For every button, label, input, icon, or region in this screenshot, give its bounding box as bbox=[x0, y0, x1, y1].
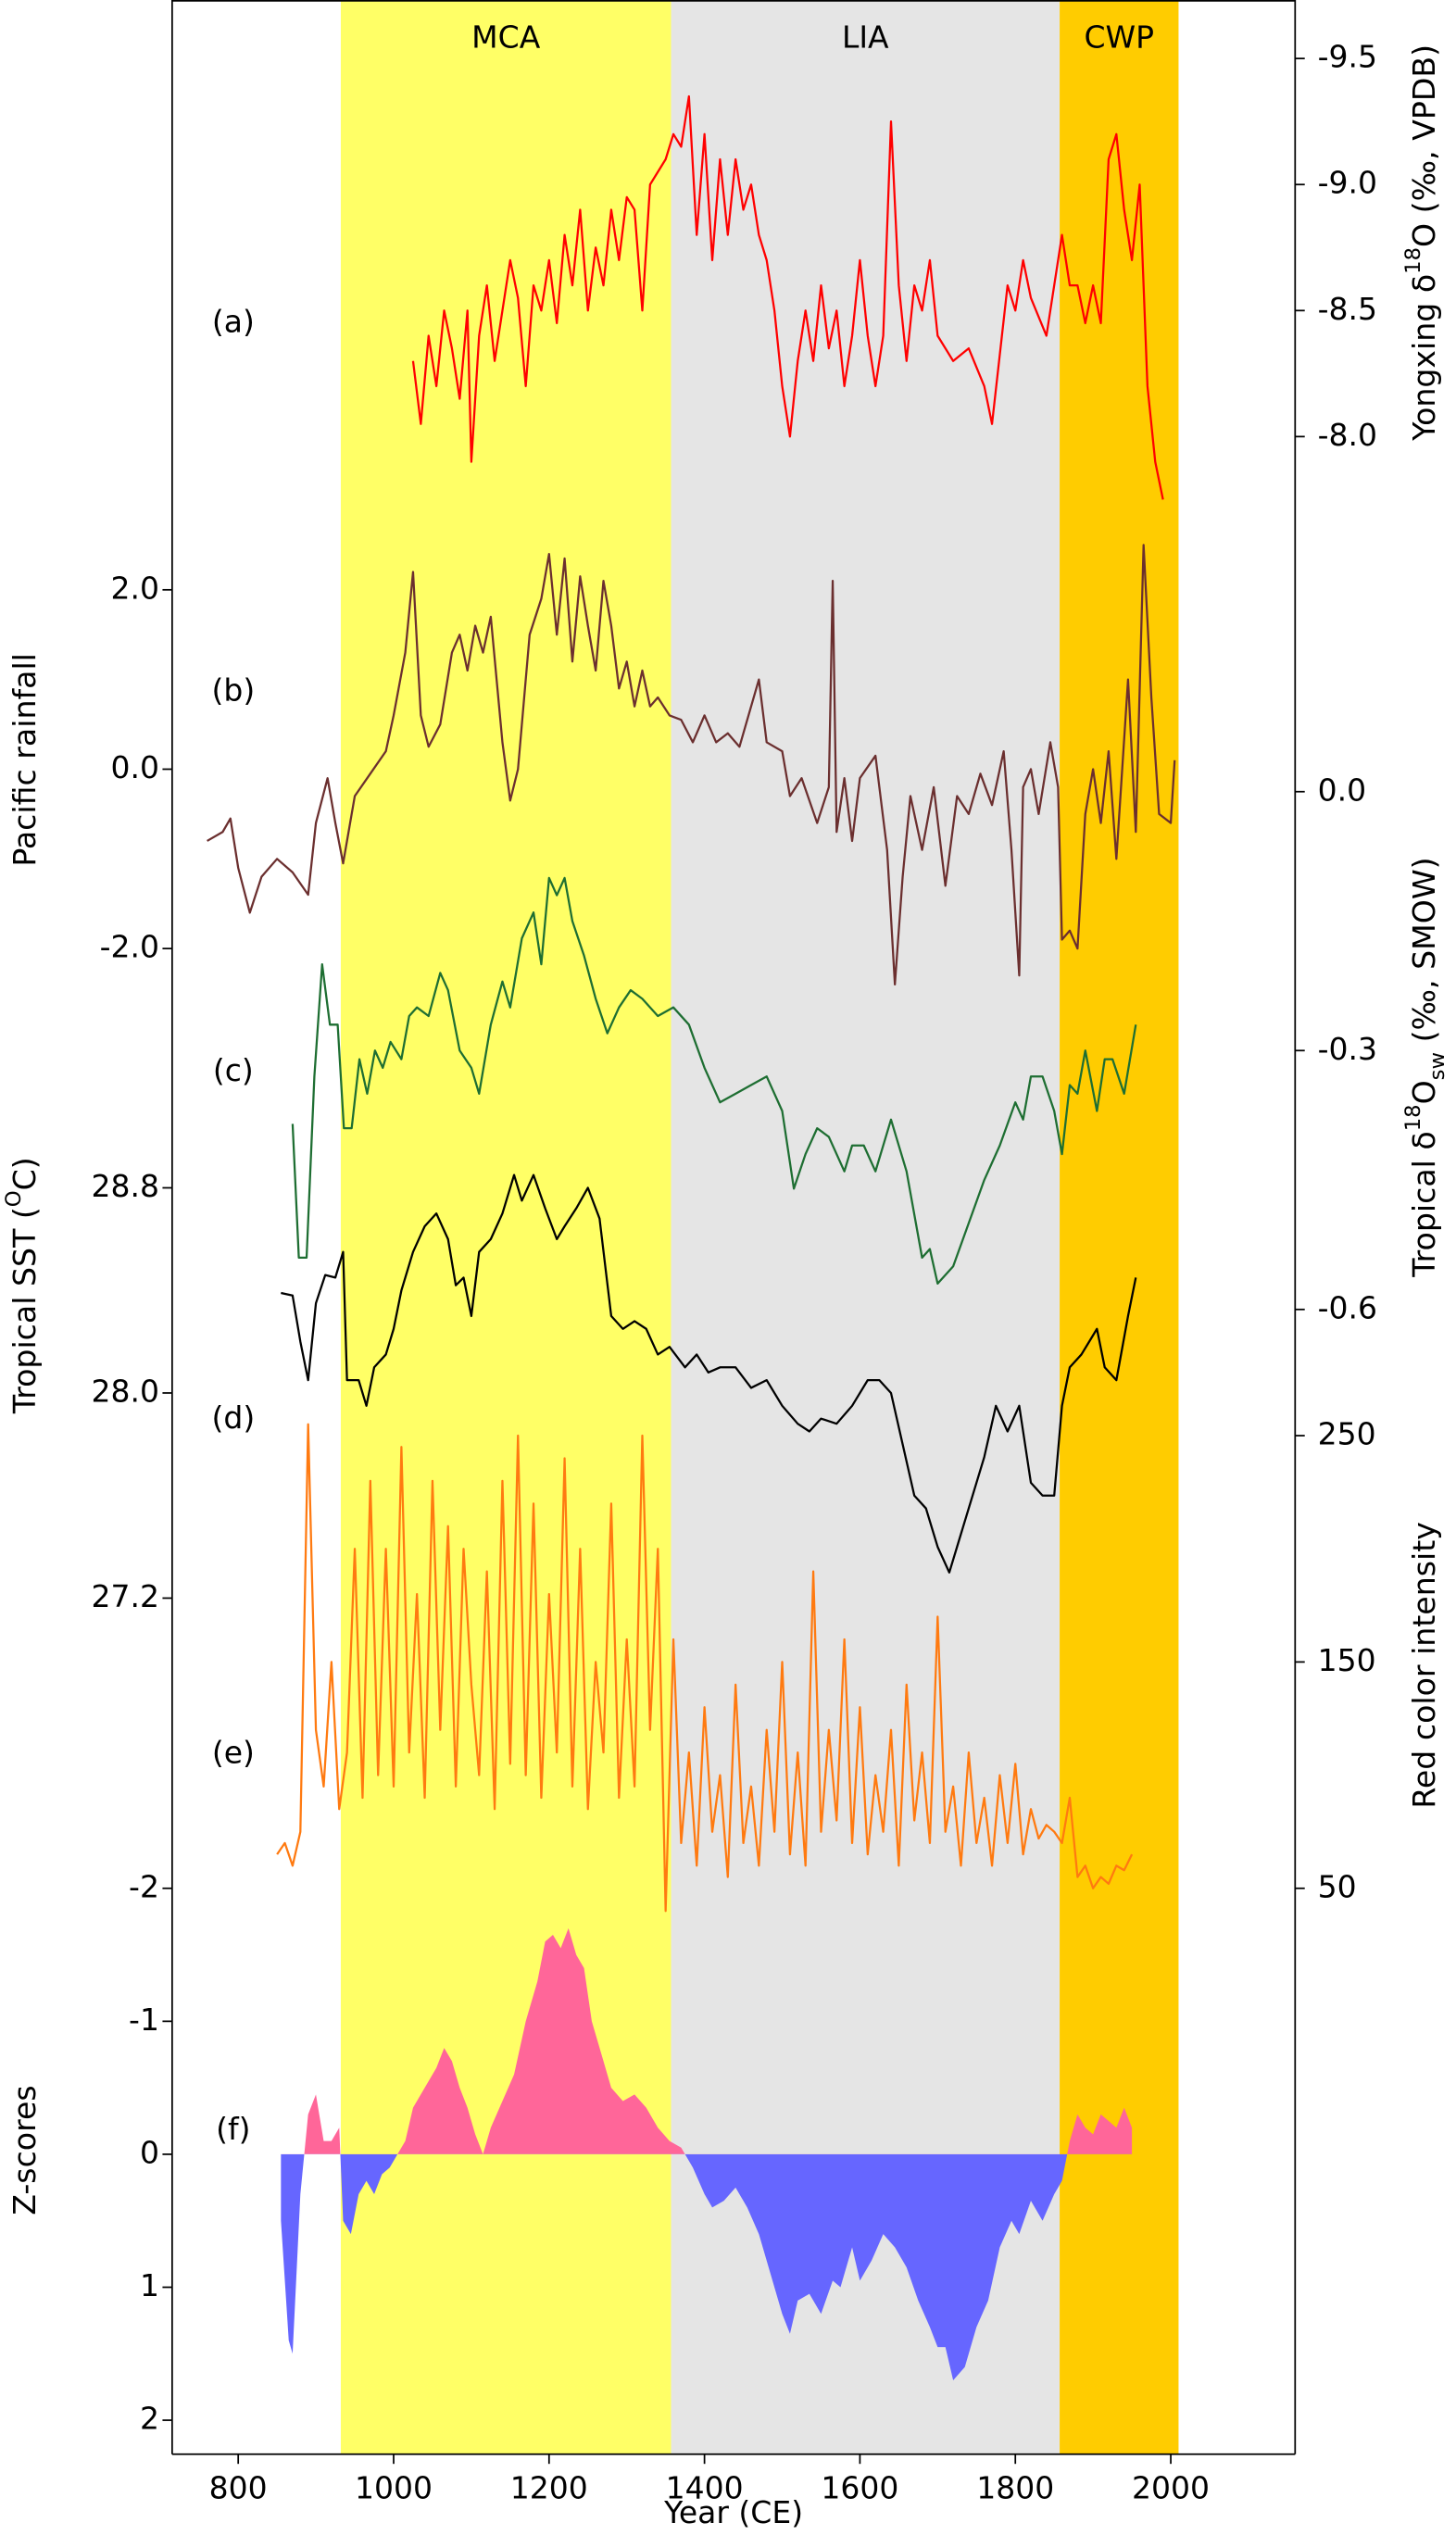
x-tick-label: 1000 bbox=[355, 2470, 433, 2506]
y-axis-title-part: (‰, SMOW) bbox=[1406, 857, 1442, 1052]
positive-area bbox=[281, 2153, 1133, 2381]
period-label: MCA bbox=[471, 19, 540, 55]
y-axis-title-part: 18 bbox=[1401, 1104, 1425, 1131]
y-axis-title: Z-scores bbox=[6, 2085, 42, 2215]
x-axis-title: Year (CE) bbox=[663, 2494, 803, 2530]
y-tick-label: -9.5 bbox=[1318, 39, 1377, 75]
y-tick-label: -9.0 bbox=[1318, 165, 1377, 201]
y-tick-label: 250 bbox=[1318, 1415, 1376, 1451]
y-axis-title-part: Red color intensity bbox=[1406, 1522, 1442, 1809]
y-tick-label: 0.0 bbox=[110, 749, 158, 785]
y-tick-label: 2 bbox=[140, 2401, 159, 2437]
data-line bbox=[291, 876, 1137, 1285]
period-band bbox=[671, 0, 1061, 2454]
y-tick-label: -2 bbox=[129, 1868, 159, 1904]
x-tick-label: 1800 bbox=[976, 2470, 1054, 2506]
y-axis-title-part: Tropical δ bbox=[1406, 1131, 1442, 1277]
x-tick-label: 1200 bbox=[510, 2470, 588, 2506]
period-label: CWP bbox=[1084, 19, 1154, 55]
y-tick-label: 0 bbox=[140, 2134, 159, 2170]
y-tick-label: 28.0 bbox=[91, 1373, 158, 1409]
y-axis-title-part: O (‰, VPDB) bbox=[1406, 44, 1442, 247]
panel-label: (b) bbox=[212, 672, 256, 709]
y-tick-label: -0.3 bbox=[1318, 1031, 1377, 1067]
y-tick-label: -0.6 bbox=[1318, 1289, 1377, 1325]
y-axis-title: Tropical δ18Osw (‰, SMOW) bbox=[1401, 857, 1450, 1277]
y-tick-label: 27.2 bbox=[91, 1578, 158, 1614]
y-tick-label: 2.0 bbox=[110, 570, 158, 606]
y-axis-title-part: Z-scores bbox=[6, 2085, 42, 2215]
y-axis-title-part: Yongxing δ bbox=[1406, 274, 1442, 442]
y-axis-title: Yongxing δ18O (‰, VPDB) bbox=[1401, 44, 1442, 442]
y-tick-label: -1 bbox=[129, 2002, 159, 2038]
y-axis-title-part: sw bbox=[1425, 1052, 1449, 1080]
x-tick-label: 1600 bbox=[821, 2470, 898, 2506]
panel-label: (a) bbox=[212, 304, 255, 340]
panel-label: (e) bbox=[212, 1734, 255, 1770]
y-tick-label: -2.0 bbox=[100, 929, 159, 965]
y-tick-label: 150 bbox=[1318, 1642, 1376, 1678]
y-tick-label: 28.8 bbox=[91, 1168, 158, 1204]
y-axis-title-part: O bbox=[1406, 1080, 1442, 1104]
plot-area bbox=[207, 94, 1176, 2381]
y-axis-title-part: C) bbox=[6, 1157, 42, 1190]
y-axis-title-part: Pacific rainfall bbox=[6, 653, 42, 867]
panel-label: (d) bbox=[212, 1399, 256, 1436]
y-axis-title-part: Tropical SST ( bbox=[6, 1207, 42, 1414]
x-tick-label: 1400 bbox=[666, 2470, 744, 2506]
x-tick-label: 800 bbox=[209, 2470, 268, 2506]
panel-label: (c) bbox=[213, 1052, 254, 1088]
period-band bbox=[1060, 0, 1179, 2454]
y-axis-title: Pacific rainfall bbox=[6, 653, 42, 867]
data-line bbox=[276, 1423, 1134, 1913]
period-band bbox=[340, 0, 672, 2454]
data-line bbox=[207, 544, 1176, 986]
y-axis-title-part: O bbox=[1, 1190, 25, 1207]
y-axis-title: Tropical SST (OC) bbox=[1, 1157, 42, 1414]
y-tick-label: 1 bbox=[140, 2267, 159, 2303]
y-tick-label: -8.0 bbox=[1318, 417, 1377, 453]
x-tick-label: 2000 bbox=[1132, 2470, 1210, 2506]
data-line bbox=[411, 94, 1164, 500]
y-tick-label: 50 bbox=[1318, 1868, 1357, 1904]
y-tick-label: 0.0 bbox=[1318, 772, 1366, 808]
data-line bbox=[281, 1173, 1137, 1574]
y-axis-title-part: 18 bbox=[1401, 247, 1425, 274]
period-shading: MCA LIA CWP bbox=[340, 0, 1179, 2454]
period-label: LIA bbox=[842, 19, 889, 55]
y-tick-label: -8.5 bbox=[1318, 291, 1377, 327]
y-axis-title: Red color intensity bbox=[1406, 1522, 1442, 1809]
panel-label: (f) bbox=[216, 2111, 250, 2147]
